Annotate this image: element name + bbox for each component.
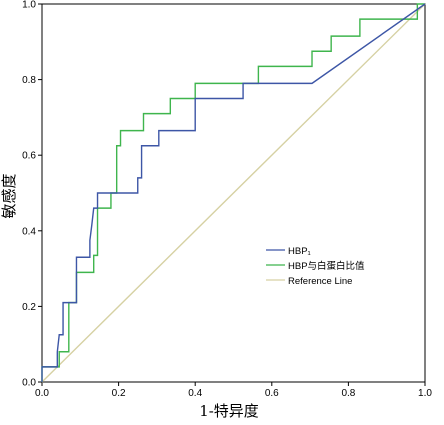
y-tick-label: 0.6 xyxy=(22,151,36,162)
legend-label-series-1: HBP₁ xyxy=(288,246,311,257)
legend: HBP₁ HBP与白蛋白比值 Reference Line xyxy=(266,246,365,287)
series-line-3 xyxy=(41,3,426,383)
legend-label-series-2: HBP与白蛋白比值 xyxy=(288,260,365,272)
series-line-1 xyxy=(41,3,426,382)
series-layer xyxy=(41,3,426,383)
x-axis-ticks: 0.0 0.2 0.4 0.6 0.8 1.0 xyxy=(35,382,432,399)
y-tick-label: 0.8 xyxy=(22,75,36,86)
legend-label-series-3: Reference Line xyxy=(288,276,352,287)
x-tick-label: 0.6 xyxy=(265,388,279,399)
x-axis-title: 1-特异度 xyxy=(199,402,259,420)
y-axis-ticks: 0.0 0.2 0.4 0.6 0.8 1.0 xyxy=(22,0,42,389)
x-tick-label: 0.8 xyxy=(341,388,355,399)
x-tick-label: 0.0 xyxy=(35,388,49,399)
y-tick-label: 1.0 xyxy=(22,0,36,11)
y-axis-title: 敏感度 xyxy=(0,173,18,218)
y-tick-label: 0.4 xyxy=(22,226,36,237)
x-tick-label: 0.2 xyxy=(112,388,126,399)
x-tick-label: 0.4 xyxy=(188,388,202,399)
y-tick-label: 0.2 xyxy=(22,302,36,313)
y-tick-label: 0.0 xyxy=(22,378,36,389)
x-tick-label: 1.0 xyxy=(418,388,432,399)
